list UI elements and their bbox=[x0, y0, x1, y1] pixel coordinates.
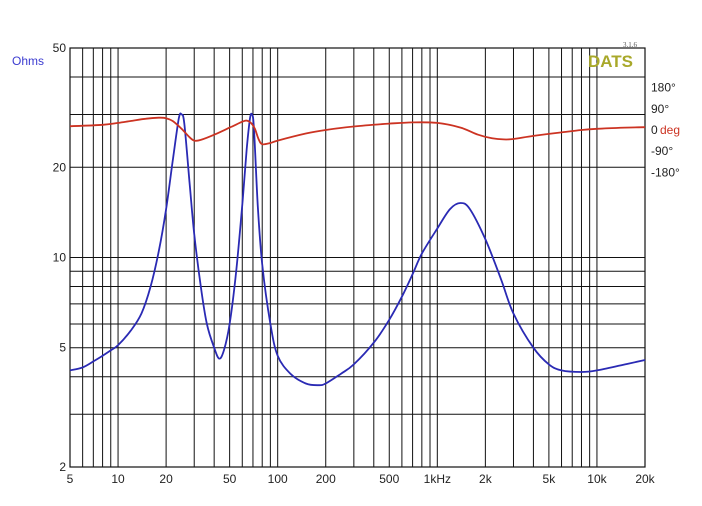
phase-curve bbox=[69, 116, 646, 146]
x-tick-label: 1kHz bbox=[424, 472, 451, 486]
phase-tick-label: -90° bbox=[651, 144, 673, 158]
x-tick-label: 200 bbox=[316, 472, 336, 486]
y-axis-label: Ohms bbox=[12, 54, 44, 68]
phase-tick-label: 180° bbox=[651, 81, 676, 95]
phase-tick-labels: 180° 90° 0 deg -90° -180° bbox=[651, 81, 680, 180]
impedance-curve bbox=[69, 112, 646, 387]
x-tick-label: 500 bbox=[379, 472, 399, 486]
x-tick-label: 100 bbox=[268, 472, 288, 486]
phase-tick-label: 90° bbox=[651, 102, 669, 116]
phase-axis-label: deg bbox=[660, 123, 680, 137]
phase-tick-label: -180° bbox=[651, 165, 680, 179]
x-tick-label: 2k bbox=[479, 472, 493, 486]
y-tick-label: 10 bbox=[53, 251, 67, 265]
y-tick-labels: 2 5 10 20 50 bbox=[53, 41, 67, 474]
logo-version: 3.1.6 bbox=[623, 41, 638, 49]
phase-tick-label: 0 bbox=[651, 123, 658, 137]
y-tick-label: 50 bbox=[53, 41, 67, 55]
curves bbox=[69, 112, 646, 387]
x-tick-labels: 5 10 20 50 100 200 500 1kHz 2k 5k 10k 20k bbox=[67, 472, 656, 486]
x-tick-label: 50 bbox=[223, 472, 237, 486]
x-tick-label: 5 bbox=[67, 472, 74, 486]
x-tick-label: 5k bbox=[543, 472, 557, 486]
grid bbox=[69, 47, 646, 468]
y-tick-label: 5 bbox=[59, 341, 66, 355]
x-tick-label: 10k bbox=[587, 472, 607, 486]
x-tick-label: 20 bbox=[159, 472, 173, 486]
y-tick-label: 20 bbox=[53, 160, 67, 174]
x-tick-label: 10 bbox=[111, 472, 125, 486]
x-tick-label: 20k bbox=[635, 472, 655, 486]
y-tick-label: 2 bbox=[59, 460, 66, 474]
logo-text: DATS bbox=[588, 52, 633, 71]
dats-logo: 3.1.6 DATS bbox=[588, 41, 638, 71]
